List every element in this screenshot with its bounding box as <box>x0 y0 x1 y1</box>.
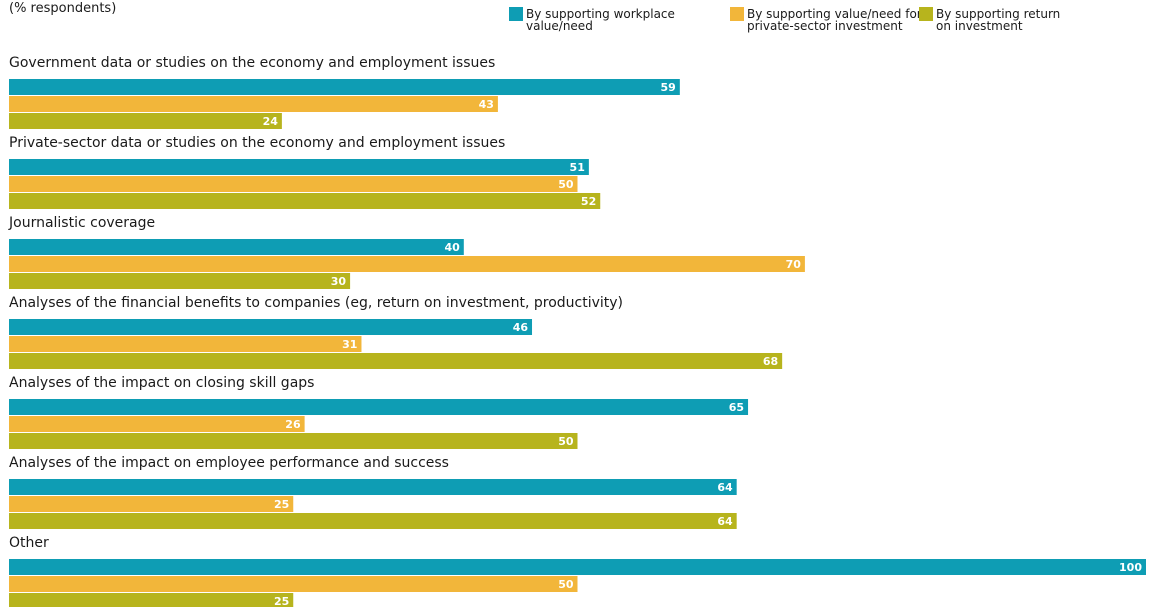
value-label: 65 <box>729 401 744 414</box>
legend-label: By supporting return on investment <box>936 7 1060 33</box>
bar <box>9 96 498 112</box>
category-group: Government data or studies on the econom… <box>9 55 680 129</box>
bar <box>9 193 601 209</box>
value-label: 25 <box>274 595 289 607</box>
legend: By supporting workplace value/need By supp… <box>509 7 1060 33</box>
value-label: 100 <box>1119 561 1142 574</box>
bar <box>9 399 749 415</box>
value-label: 31 <box>342 338 357 351</box>
category-label: Journalistic coverage <box>8 215 155 231</box>
legend-label: By supporting workplace value/need <box>526 7 675 33</box>
value-label: 26 <box>285 418 301 431</box>
legend-item: By supporting value/need for private-sect… <box>730 7 922 33</box>
category-group: Analyses of the impact on closing skill … <box>9 375 749 449</box>
legend-swatch <box>919 7 933 21</box>
bar <box>9 576 578 592</box>
category-group: Private-sector data or studies on the ec… <box>9 135 601 209</box>
bar <box>9 353 783 369</box>
value-label: 70 <box>786 258 802 271</box>
bar <box>9 176 578 192</box>
legend-swatch <box>730 7 744 21</box>
category-label: Other <box>9 535 49 551</box>
bar <box>9 559 1146 575</box>
category-group: Analyses of the financial benefits to co… <box>9 295 783 369</box>
legend-item: By supporting workplace value/need <box>509 7 675 33</box>
bar <box>9 159 589 175</box>
value-label: 50 <box>558 178 574 191</box>
category-label: Analyses of the financial benefits to co… <box>9 295 623 311</box>
legend-item: By supporting return on investment <box>919 7 1060 33</box>
bar <box>9 79 680 95</box>
bar <box>9 239 464 255</box>
category-label: Private-sector data or studies on the ec… <box>9 135 505 151</box>
value-label: 40 <box>444 241 460 254</box>
category-group: Analyses of the impact on employee perfo… <box>9 455 737 529</box>
bar <box>9 479 737 495</box>
bar <box>9 593 294 607</box>
bar <box>9 256 805 272</box>
category-groups: Government data or studies on the econom… <box>8 55 1146 607</box>
chart-subtitle: (% respondents) <box>9 1 116 16</box>
bar <box>9 336 362 352</box>
value-label: 68 <box>763 355 778 368</box>
value-label: 50 <box>558 435 574 448</box>
category-group: Other 100 50 25 <box>9 535 1146 607</box>
category-label: Analyses of the impact on closing skill … <box>9 375 314 391</box>
bar <box>9 433 578 449</box>
value-label: 59 <box>661 81 676 94</box>
legend-swatch <box>509 7 523 21</box>
category-label: Government data or studies on the econom… <box>9 55 495 71</box>
value-label: 51 <box>570 161 585 174</box>
value-label: 30 <box>331 275 347 288</box>
bar <box>9 496 294 512</box>
bar <box>9 319 533 335</box>
value-label: 64 <box>717 515 733 528</box>
value-label: 25 <box>274 498 289 511</box>
value-label: 52 <box>581 195 596 208</box>
value-label: 24 <box>263 115 279 128</box>
value-label: 64 <box>717 481 733 494</box>
value-label: 46 <box>513 321 529 334</box>
bar <box>9 113 282 129</box>
legend-label: By supporting value/need for private-sect… <box>747 7 922 33</box>
category-label: Analyses of the impact on employee perfo… <box>9 455 449 471</box>
category-group: Journalistic coverage 40 70 30 <box>8 215 805 289</box>
value-label: 43 <box>479 98 494 111</box>
bar <box>9 513 737 529</box>
bar <box>9 416 305 432</box>
value-label: 50 <box>558 578 574 591</box>
bar <box>9 273 351 289</box>
